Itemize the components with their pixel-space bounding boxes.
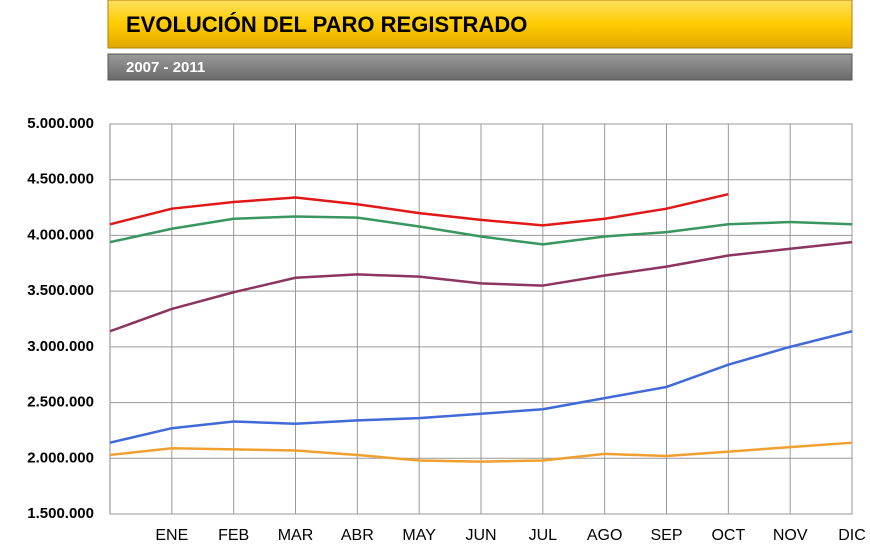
series-line — [109, 215, 853, 246]
chart-subtitle: 2007 - 2011 — [126, 59, 205, 76]
title-bar — [107, 0, 853, 49]
y-tick-label: 2.000.000 — [27, 449, 94, 466]
x-tick-label: FEB — [218, 527, 249, 544]
x-tick-label: JUN — [465, 527, 496, 544]
y-tick-label: 4.000.000 — [27, 226, 94, 243]
y-tick-label: 3.000.000 — [27, 338, 94, 355]
x-tick-label: SEP — [650, 527, 682, 544]
x-tick-label: DIC — [838, 527, 866, 544]
y-tick-label: 2.500.000 — [27, 394, 94, 411]
y-tick-label: 5.000.000 — [27, 115, 94, 132]
y-tick-label: 4.500.000 — [27, 171, 94, 188]
y-tick-label: 1.500.000 — [27, 505, 94, 522]
x-tick-label: AGO — [587, 527, 623, 544]
series-line — [109, 240, 853, 333]
x-tick-label: ABR — [341, 527, 374, 544]
chart-title: EVOLUCIÓN DEL PARO REGISTRADO — [126, 12, 527, 37]
x-tick-label: ENE — [155, 527, 188, 544]
series-line — [109, 192, 729, 227]
x-tick-label: NOV — [773, 527, 808, 544]
y-tick-label: 3.500.000 — [27, 282, 94, 299]
series-line — [109, 330, 853, 444]
x-tick-label: MAR — [278, 527, 314, 544]
x-tick-label: MAY — [402, 527, 436, 544]
subtitle-bar — [107, 53, 853, 81]
x-tick-label: OCT — [711, 527, 745, 544]
x-tick-label: JUL — [529, 527, 558, 544]
series-line — [109, 441, 853, 463]
